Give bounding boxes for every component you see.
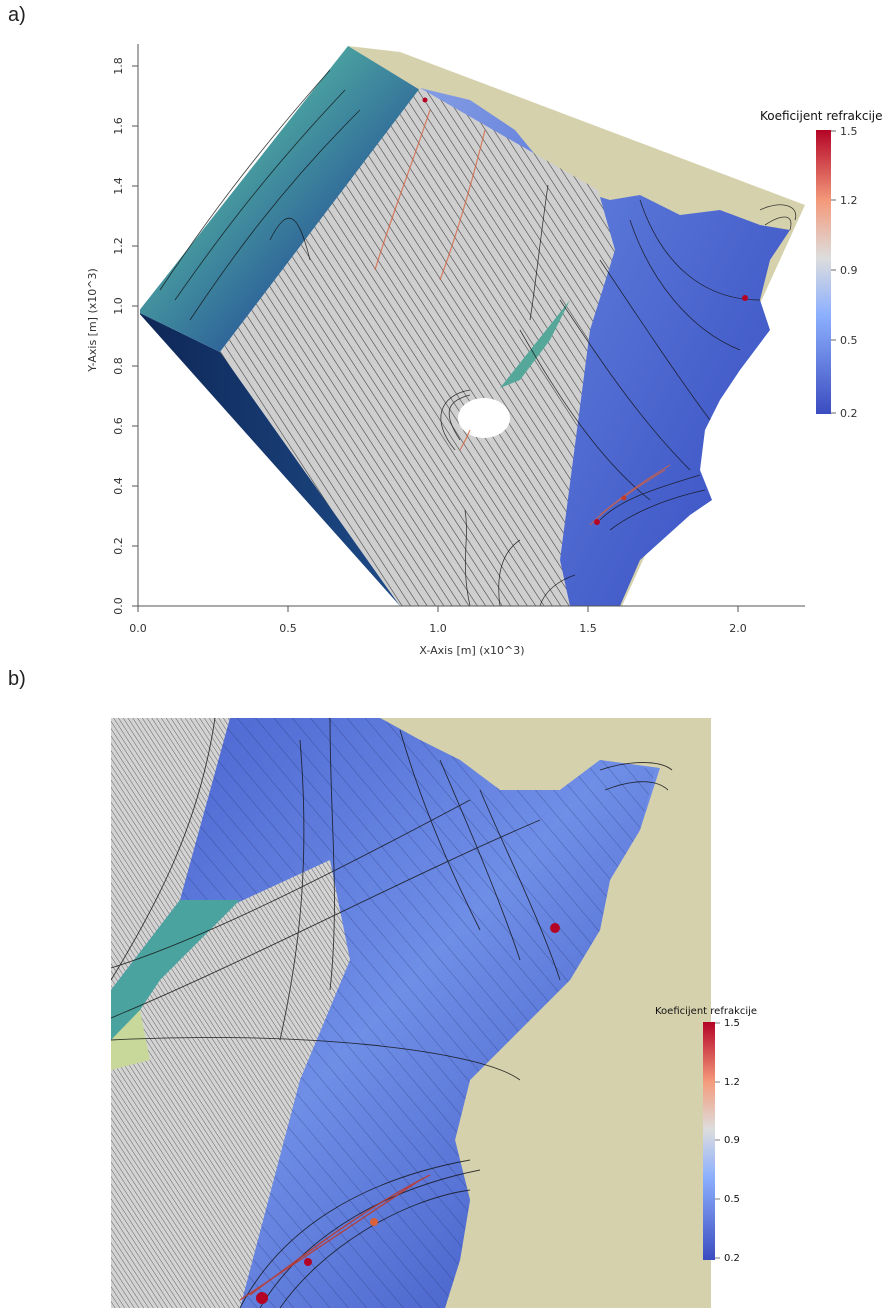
y-tick-label: 0.4 <box>112 477 125 495</box>
colorbar-title: Koeficijent refrakcije <box>760 109 883 123</box>
y-tick-label: 0.0 <box>112 597 125 615</box>
colorbar-tick: 0.2 <box>724 1253 740 1264</box>
panel-a-label: a) <box>8 4 26 26</box>
panel-a-axes <box>132 44 805 612</box>
y-tick-label: 0.8 <box>112 357 125 375</box>
shoal-region <box>111 900 240 1040</box>
x-tick-label: 2.0 <box>729 622 747 635</box>
colorbar-tick: 1.5 <box>724 1018 740 1029</box>
y-tick-label: 0.2 <box>112 537 125 555</box>
focus-point <box>742 295 748 301</box>
colorbar-tick: 1.2 <box>724 1077 740 1088</box>
x-axis-label: X-Axis [m] (x10^3) <box>419 644 524 657</box>
refraction-streaks <box>374 109 671 526</box>
land-area <box>380 718 711 1308</box>
y-tick-label: 0.6 <box>112 417 125 435</box>
x-tick-label: 1.0 <box>429 622 447 635</box>
y-axis-ticks <box>132 65 138 607</box>
colorbar-tick: 1.2 <box>840 194 858 207</box>
colorbar-tick: 0.5 <box>840 334 858 347</box>
shoal-wedge <box>500 300 570 388</box>
focus-point <box>594 519 600 525</box>
y-axis-label: Y-Axis [m] (x10^3) <box>86 268 99 373</box>
panel-a-colorbar: Koeficijent refrakcije 1.5 1.2 0.9 0.5 0… <box>760 109 883 420</box>
focus-point <box>256 1292 268 1304</box>
wave-ray-field <box>111 860 350 1308</box>
island <box>458 398 510 438</box>
panel-b-map <box>111 718 711 1308</box>
x-tick-label: 1.5 <box>579 622 597 635</box>
colorbar <box>703 1022 715 1260</box>
colorbar-tick: 0.5 <box>724 1194 740 1205</box>
colorbar-title: Koeficijent refrakcije <box>655 1006 757 1017</box>
x-tick-label: 0.5 <box>279 622 297 635</box>
wave-ray-field <box>220 88 615 606</box>
focus-point <box>370 1218 378 1226</box>
focus-point <box>422 97 428 103</box>
y-tick-label: 1.0 <box>112 297 125 315</box>
shoal-region <box>111 1010 150 1070</box>
focus-point <box>304 1258 312 1266</box>
y-tick-label: 1.6 <box>112 117 125 135</box>
focus-point <box>621 495 627 501</box>
colorbar-tick: 1.5 <box>840 125 858 138</box>
y-tick-labels: 0.0 0.2 0.4 0.6 0.8 1.0 1.2 1.4 1.6 1.8 <box>112 57 125 615</box>
y-tick-label: 1.8 <box>112 57 125 75</box>
colorbar-tick: 0.9 <box>840 264 858 277</box>
panel-a-map <box>140 46 805 606</box>
shallow-shelf-region <box>140 46 420 352</box>
x-tick-label: 0.0 <box>129 622 147 635</box>
focus-point <box>550 923 560 933</box>
refraction-streaks <box>239 1174 431 1301</box>
depth-contours <box>111 718 673 1308</box>
colorbar-tick: 0.9 <box>724 1135 740 1146</box>
depth-contours <box>159 69 797 606</box>
x-axis-ticks <box>137 606 739 612</box>
colorbar <box>816 130 831 414</box>
colorbar-tick: 0.2 <box>840 407 858 420</box>
panel-b-label: b) <box>8 668 26 690</box>
panel-b-colorbar: Koeficijent refrakcije 1.5 1.2 0.9 0.5 0… <box>655 1006 757 1264</box>
y-tick-label: 1.4 <box>112 177 125 195</box>
y-tick-label: 1.2 <box>112 237 125 255</box>
